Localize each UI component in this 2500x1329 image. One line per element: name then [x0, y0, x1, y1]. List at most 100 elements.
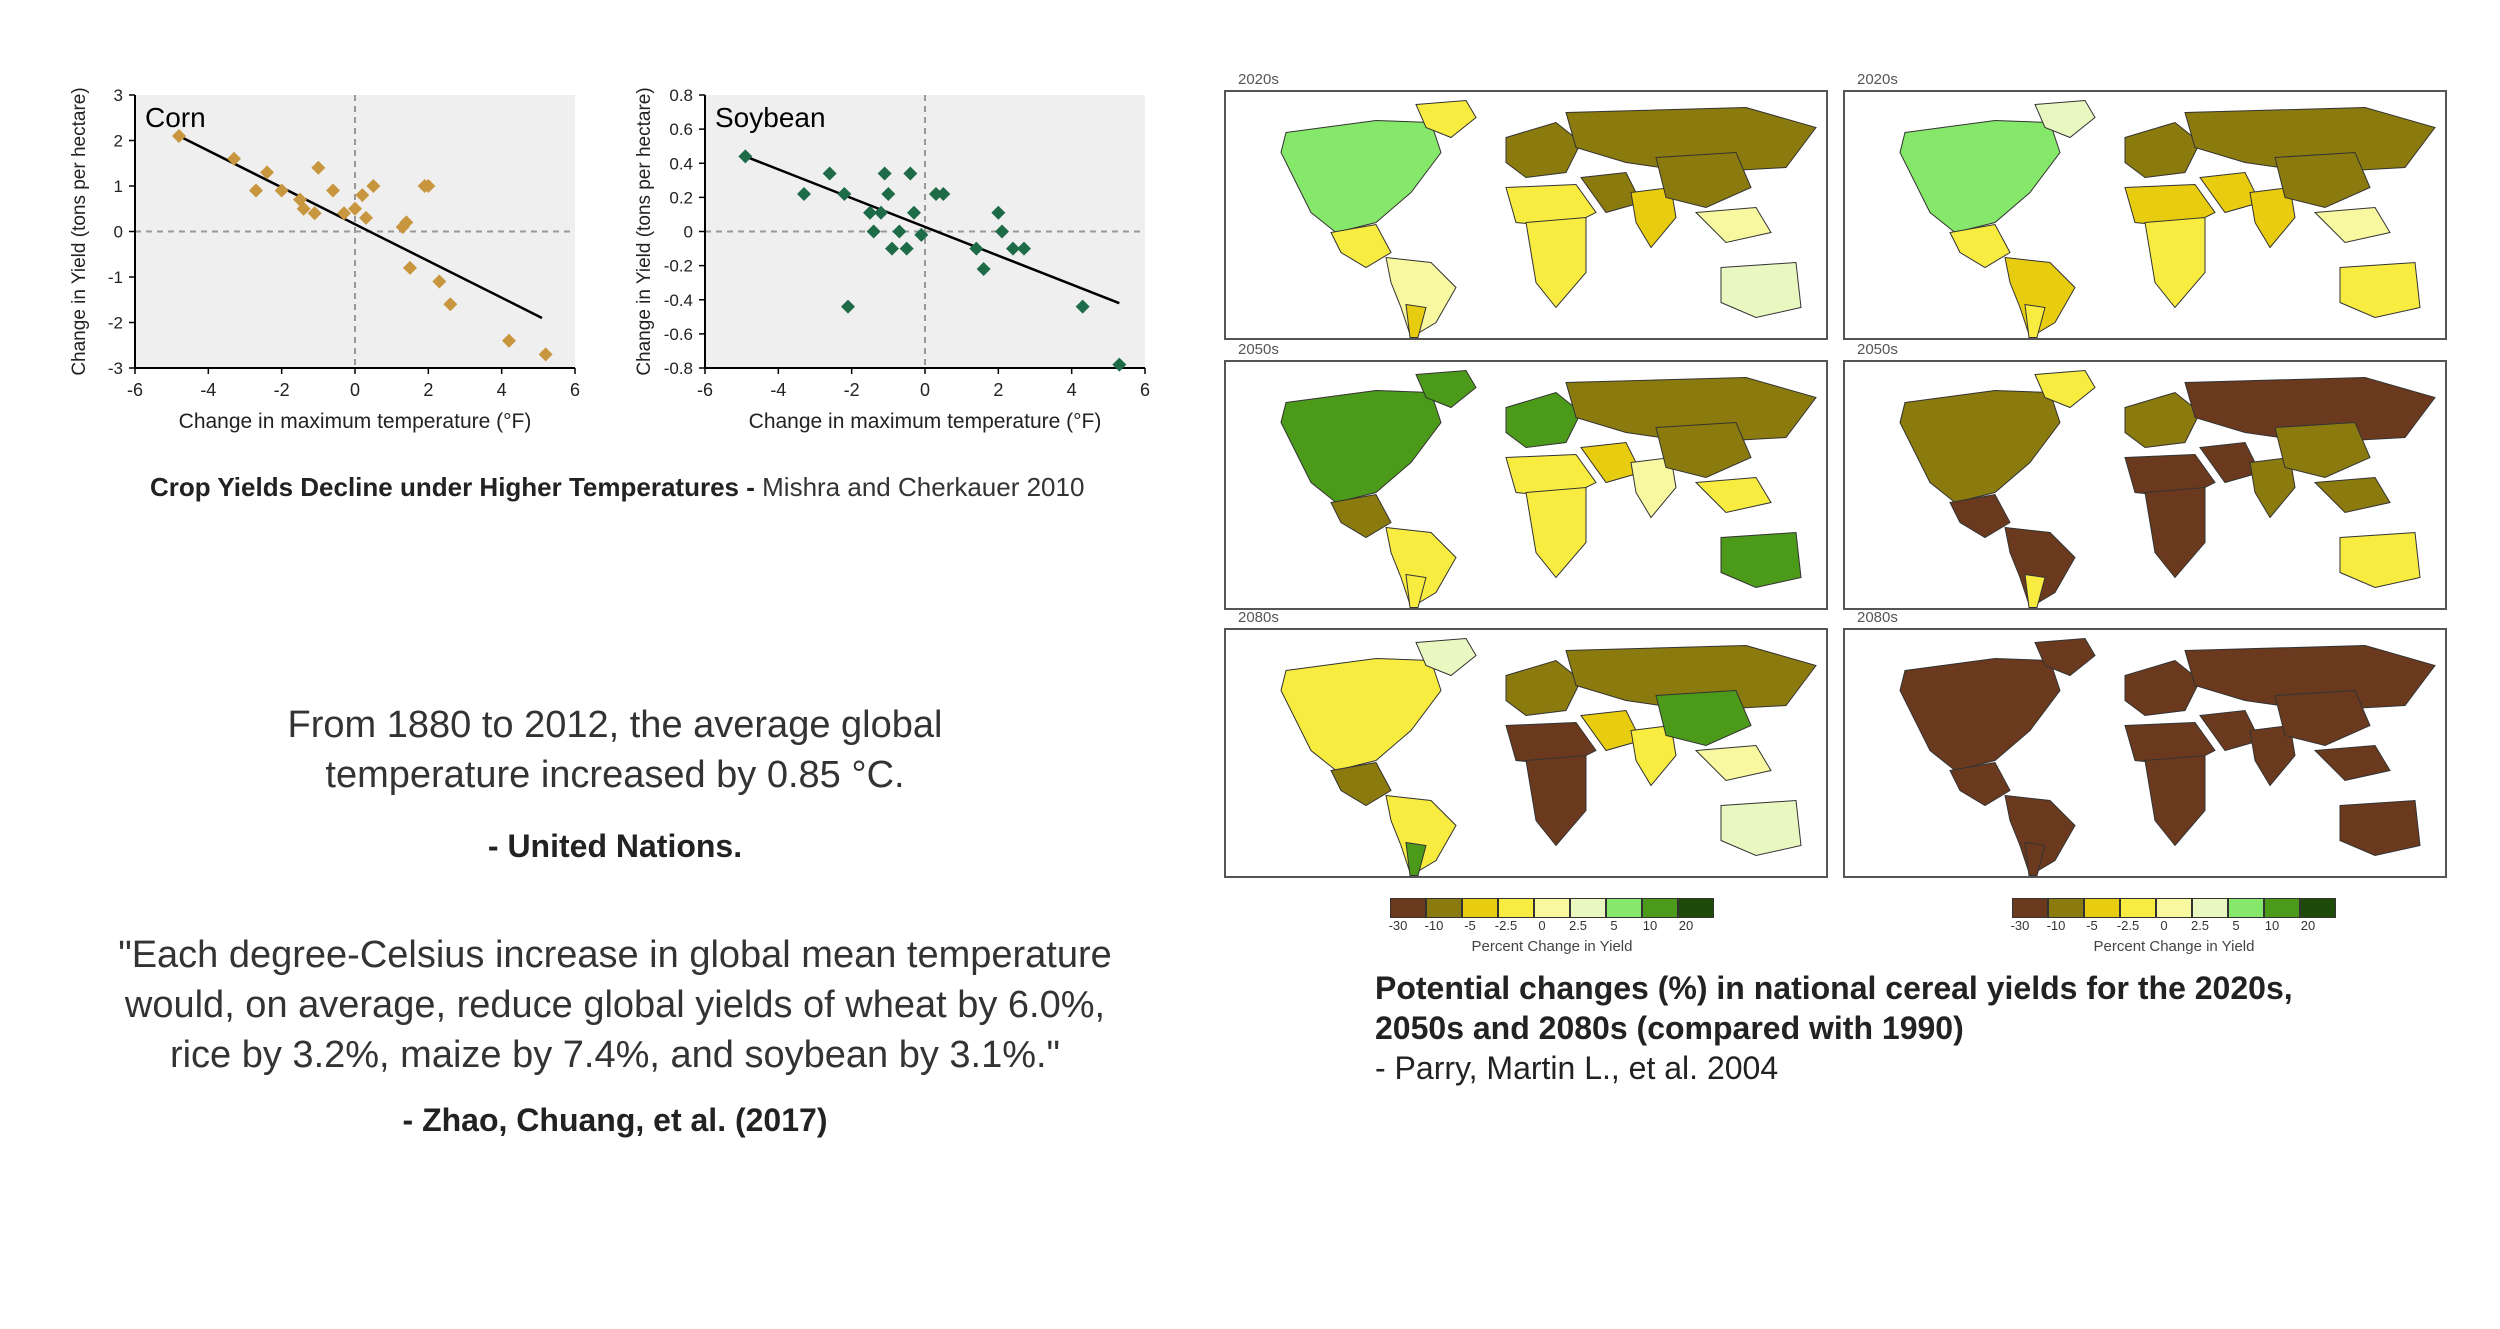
map-region-central-america [1330, 223, 1392, 269]
data-point [348, 201, 362, 216]
legend-swatch [2264, 898, 2300, 918]
legend-tick: -30 [1388, 918, 1408, 933]
data-point [421, 179, 436, 193]
x-tick-label: -4 [200, 380, 216, 400]
corn-scatter-chart: -6 -4 -2 0 2 4 6 -3 -2 -1 0 1 2 3 Corn Change in maximu… [69, 86, 580, 433]
x-tick-label: 6 [1140, 380, 1150, 400]
world-map [1899, 637, 2436, 877]
yield-map-panel [1843, 360, 2447, 610]
data-point [1006, 241, 1020, 256]
decade-label: 2050s [1238, 341, 1279, 358]
yield-map-panel [1224, 90, 1828, 340]
x-axis-label: Change in maximum temperature (°F) [749, 410, 1102, 433]
data-point [227, 151, 241, 166]
x-tick-label: -4 [770, 380, 786, 400]
y-tick-label: 0.8 [669, 86, 693, 105]
legend-swatch [2300, 898, 2336, 918]
data-point [399, 215, 414, 230]
zhao-quote: "Each degree-Celsius increase in global … [40, 930, 1190, 1080]
legend-tick: -10 [1424, 918, 1444, 933]
decade-label: 2080s [1857, 609, 1898, 626]
data-point [311, 160, 326, 175]
yield-map-panel [1843, 90, 2447, 340]
map-region-se-asia [2313, 744, 2391, 782]
data-point [991, 205, 1006, 220]
map-region-south-america [1385, 256, 1457, 339]
data-point [903, 166, 918, 181]
decade-label: 2050s [1857, 341, 1898, 358]
map-region-south-america [1385, 794, 1457, 877]
data-point [936, 186, 951, 201]
legend-tick: 5 [2232, 918, 2240, 933]
data-point [866, 224, 881, 239]
data-point [443, 297, 458, 312]
legend-swatch [1390, 898, 1426, 918]
data-point [538, 347, 553, 362]
data-point [172, 128, 186, 143]
legend-tick: -10 [2046, 918, 2066, 933]
legend-swatch [1678, 898, 1714, 918]
world-map [1280, 99, 1817, 339]
legend-tick: 2.5 [1568, 918, 1588, 933]
legend-swatch [1534, 898, 1570, 918]
x-tick-label: 6 [570, 380, 580, 400]
decade-label: 2080s [1238, 609, 1279, 626]
map-region-south-africa [1525, 754, 1587, 847]
legend-title: Percent Change in Yield [1471, 938, 1633, 955]
map-region-central-america [1330, 493, 1392, 539]
data-point [403, 260, 417, 275]
x-axis-label: Change in maximum temperature (°F) [179, 410, 532, 433]
legend-swatches [1390, 898, 1714, 918]
world-map [1280, 637, 1817, 877]
map-region-se-asia [1694, 744, 1772, 782]
legend-swatch [1570, 898, 1606, 918]
data-point [359, 210, 373, 225]
map-region-australia [1720, 531, 1802, 589]
yield-map-panel [1224, 628, 1828, 878]
legend-tick: 2.5 [2190, 918, 2210, 933]
scatter-caption-source: Mishra and Cherkauer 2010 [754, 472, 1085, 502]
map-region-southern-cone [2024, 303, 2046, 338]
legend-swatch [2048, 898, 2084, 918]
data-point [995, 224, 1009, 239]
decade-label: 2020s [1238, 71, 1279, 88]
y-tick-label: 0 [114, 223, 123, 242]
y-tick-label: 0.4 [669, 154, 693, 173]
data-point [874, 205, 888, 220]
y-tick-label: 0.6 [669, 120, 693, 139]
map-region-china [2274, 421, 2371, 479]
map-region-europe [1505, 121, 1582, 179]
legend-tick-labels: -30 -10 -5 -2.5 0 2.5 5 10 20 [1388, 918, 1714, 936]
legend-swatch [1606, 898, 1642, 918]
un-quote-line1: From 1880 to 2012, the average global [287, 704, 943, 746]
map-region-southern-cone [2024, 841, 2046, 876]
maps-caption: Potential changes (%) in national cereal… [1375, 968, 2293, 1088]
y-tick-label: 0.2 [669, 188, 693, 207]
scatter-caption: Crop Yields Decline under Higher Tempera… [150, 472, 1084, 503]
map-region-southern-cone [1405, 303, 1427, 338]
map-region-australia [2339, 799, 2421, 857]
map-region-south-africa [2144, 486, 2206, 579]
map-region-se-asia [1694, 206, 1772, 244]
legend-tick: 20 [2300, 918, 2316, 933]
data-point [296, 201, 311, 216]
data-point [892, 224, 907, 239]
map-legend-right: -30 -10 -5 -2.5 0 2.5 5 10 20 Percent Change in … [2011, 898, 2336, 955]
data-point [1075, 299, 1090, 314]
data-point [307, 206, 322, 221]
data-point [1112, 357, 1127, 372]
data-point [877, 166, 892, 181]
y-tick-label: -2 [108, 314, 123, 333]
y-tick-label: -0.8 [664, 359, 693, 378]
map-region-north-america [1280, 119, 1442, 234]
x-tick-label: -2 [274, 380, 290, 400]
chart-title: Soybean [715, 102, 826, 133]
map-region-greenland [2034, 369, 2096, 409]
data-point [863, 205, 877, 220]
map-region-south-america [2004, 256, 2076, 339]
data-point [976, 262, 991, 277]
map-region-south-america [1385, 526, 1457, 609]
map-region-greenland [2034, 637, 2096, 677]
decade-label: 2020s [1857, 71, 1898, 88]
map-region-greenland [1415, 99, 1477, 139]
